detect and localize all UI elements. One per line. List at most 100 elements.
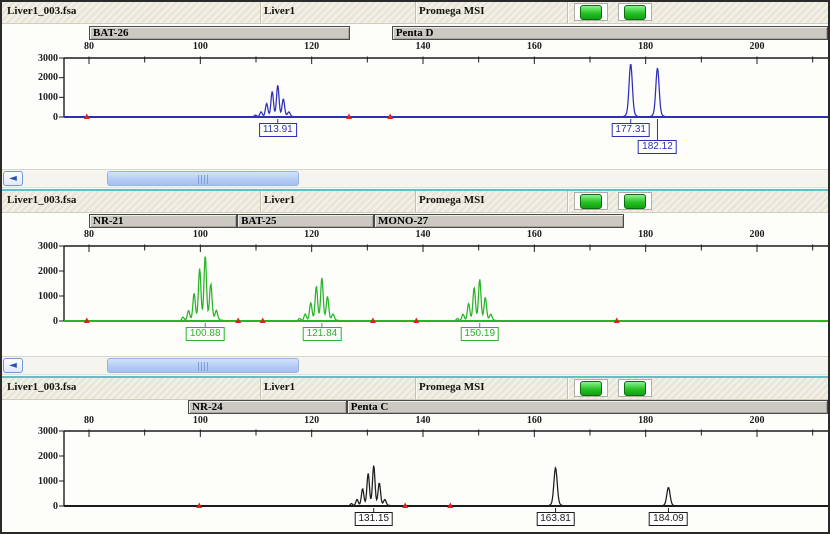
peak-size-label[interactable]: 177.31: [611, 123, 650, 137]
dye-indicator-button[interactable]: [580, 5, 602, 20]
header-divider: [260, 378, 261, 399]
dye-button-cell: [574, 3, 608, 21]
sample-name: Liver1: [264, 5, 296, 17]
dye-button-cell: [618, 379, 652, 397]
marker-band: NR-21: [89, 214, 238, 228]
dye-button-cell: [574, 379, 608, 397]
range-marker-icon: [387, 113, 394, 119]
dye-indicator-button[interactable]: [624, 194, 646, 209]
peak-size-label[interactable]: 182.12: [638, 140, 677, 154]
horizontal-scrollbar[interactable]: ◄: [2, 169, 828, 188]
scroll-left-icon: ◄: [9, 360, 17, 371]
scroll-left-icon: ◄: [9, 173, 17, 184]
y-tick-label: 3000: [38, 52, 58, 64]
sample-name: Liver1: [264, 194, 296, 206]
peak-size-label[interactable]: 100.88: [185, 327, 225, 341]
x-tick-label: 100: [192, 229, 208, 240]
x-tick-label: 140: [415, 415, 431, 426]
window-separator: [2, 188, 828, 192]
scrollbar-grip-icon: [198, 362, 208, 371]
x-tick-label: 200: [749, 41, 765, 52]
range-marker-icon: [83, 317, 90, 323]
panel-name: Promega MSI: [419, 194, 485, 206]
y-tick-label: 3000: [38, 240, 58, 252]
panel-header: Liver1_003.fsa Liver1 Promega MSI: [2, 191, 828, 213]
header-divider: [415, 2, 416, 23]
y-tick-label: 0: [53, 315, 58, 327]
range-marker-icon: [345, 113, 352, 119]
file-name: Liver1_003.fsa: [7, 194, 77, 206]
electropherogram-trace: [64, 64, 828, 118]
dye-button-cell: [618, 192, 652, 210]
x-tick-label: 180: [638, 229, 654, 240]
electropherogram-plot[interactable]: [2, 244, 830, 356]
scrollbar-thumb[interactable]: [107, 171, 299, 186]
dye-button-cell: [618, 3, 652, 21]
sample-name: Liver1: [264, 381, 296, 393]
horizontal-scrollbar[interactable]: ◄: [2, 356, 828, 375]
y-tick-label: 2000: [38, 72, 58, 84]
range-marker-icon: [402, 502, 409, 508]
y-tick-label: 0: [53, 111, 58, 123]
marker-band: BAT-26: [89, 26, 351, 40]
y-tick-label: 2000: [38, 450, 58, 462]
header-divider: [567, 378, 568, 399]
header-divider: [260, 191, 261, 212]
electropherogram-trace: [64, 256, 828, 322]
marker-band: BAT-25: [237, 214, 374, 228]
peak-size-label[interactable]: 163.81: [536, 512, 575, 526]
y-tick-label: 1000: [38, 475, 58, 487]
scroll-left-button[interactable]: ◄: [3, 171, 23, 186]
marker-band: NR-24: [188, 400, 347, 414]
x-tick-label: 200: [749, 415, 765, 426]
marker-band: MONO-27: [374, 214, 624, 228]
file-name: Liver1_003.fsa: [7, 381, 77, 393]
peak-size-label[interactable]: 121.84: [302, 327, 342, 341]
x-tick-label: 200: [749, 229, 765, 240]
dye-indicator-button[interactable]: [624, 381, 646, 396]
header-divider: [567, 191, 568, 212]
panel-name: Promega MSI: [419, 5, 485, 17]
panel-header: Liver1_003.fsa Liver1 Promega MSI: [2, 378, 828, 400]
file-name: Liver1_003.fsa: [7, 5, 77, 17]
x-tick-label: 120: [304, 41, 320, 52]
range-marker-icon: [613, 317, 620, 323]
y-tick-label: 3000: [38, 425, 58, 437]
marker-band: Penta D: [391, 26, 828, 40]
scrollbar-thumb[interactable]: [107, 358, 299, 373]
x-tick-label: 160: [526, 229, 542, 240]
x-tick-label: 120: [304, 229, 320, 240]
peak-size-label[interactable]: 113.91: [258, 123, 297, 137]
window-separator: [2, 375, 828, 379]
dye-indicator-button[interactable]: [624, 5, 646, 20]
marker-band: Penta C: [346, 400, 828, 414]
electropherogram-plot[interactable]: [2, 56, 830, 158]
peak-size-label[interactable]: 184.09: [649, 512, 688, 526]
x-tick-label: 80: [84, 41, 94, 52]
range-marker-icon: [83, 113, 90, 119]
header-divider: [260, 2, 261, 23]
dye-indicator-button[interactable]: [580, 194, 602, 209]
range-marker-icon: [235, 317, 242, 323]
x-tick-label: 100: [192, 415, 208, 426]
electropherogram-plot[interactable]: [2, 429, 830, 534]
header-divider: [415, 191, 416, 212]
x-tick-label: 140: [415, 229, 431, 240]
range-marker-icon: [196, 502, 203, 508]
y-tick-label: 1000: [38, 290, 58, 302]
x-tick-label: 180: [638, 41, 654, 52]
x-tick-label: 120: [304, 415, 320, 426]
header-divider: [567, 2, 568, 23]
y-tick-label: 2000: [38, 265, 58, 277]
panel-header: Liver1_003.fsa Liver1 Promega MSI: [2, 2, 828, 24]
dye-button-cell: [574, 192, 608, 210]
range-marker-icon: [413, 317, 420, 323]
peak-size-label[interactable]: 131.15: [354, 512, 394, 526]
dye-indicator-button[interactable]: [580, 381, 602, 396]
peak-size-label[interactable]: 150.19: [460, 327, 500, 341]
scroll-left-button[interactable]: ◄: [3, 358, 23, 373]
header-divider: [415, 378, 416, 399]
range-marker-icon: [369, 317, 376, 323]
range-marker-icon: [259, 317, 266, 323]
